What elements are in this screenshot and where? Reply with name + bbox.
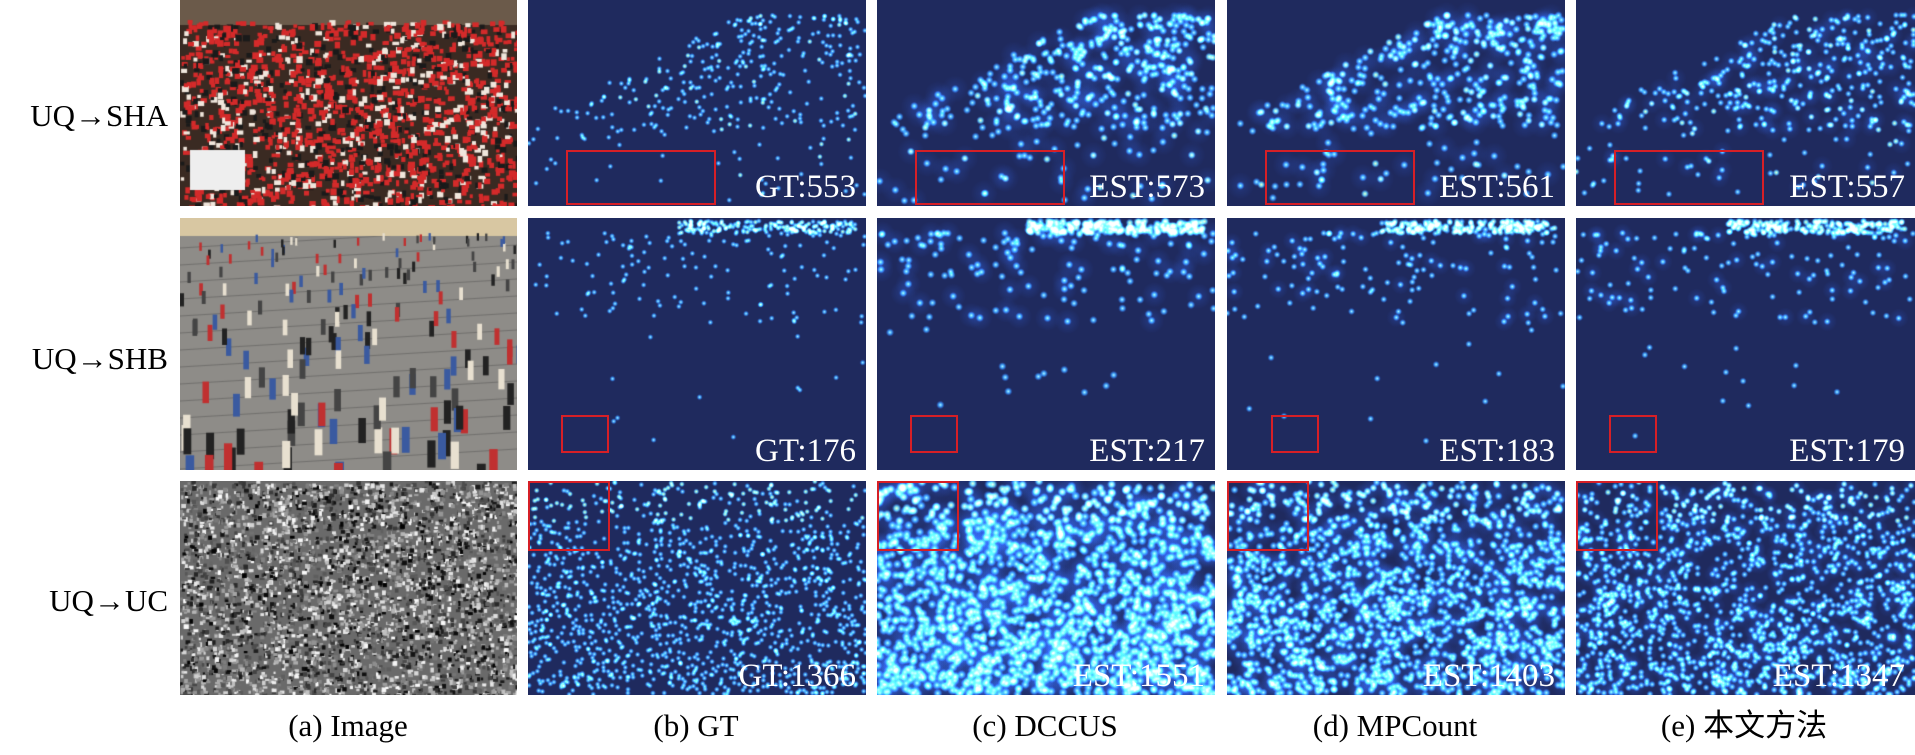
ours-count-uc: EST:1347 — [1772, 658, 1905, 694]
gt-map-sha: GT:553 — [528, 0, 866, 206]
dccus-count-uc: EST:1551 — [1072, 658, 1205, 694]
ours-count-shb: EST:179 — [1789, 433, 1905, 469]
highlight-box — [915, 150, 1065, 205]
mpcount-count-uc: EST:1403 — [1422, 658, 1555, 694]
dccus-map-sha: EST:573 — [877, 0, 1215, 206]
highlight-box — [1614, 150, 1764, 205]
image-shb — [180, 218, 517, 470]
highlight-box — [528, 481, 610, 551]
gt-count-shb: GT:176 — [754, 433, 856, 469]
dccus-map-shb: EST:217 — [877, 218, 1215, 470]
mpcount-count-shb: EST:183 — [1439, 433, 1555, 469]
caption-ours: (e) 本文方法 — [1660, 708, 1828, 743]
caption-dccus: (c) DCCUS — [972, 708, 1118, 743]
mpcount-count-sha: EST:561 — [1439, 169, 1555, 205]
row-label-shb: UQ→SHB — [31, 341, 168, 376]
gt-count-sha: GT:553 — [754, 169, 856, 205]
dccus-count-sha: EST:573 — [1089, 169, 1205, 205]
gt-map-uc: GT:1366 — [528, 481, 866, 695]
highlight-box — [1265, 150, 1415, 205]
caption-mpcount: (d) MPCount — [1312, 708, 1478, 743]
mpcount-map-sha: EST:561 — [1227, 0, 1565, 206]
mpcount-map-uc: EST:1403 — [1227, 481, 1565, 695]
image-sha — [180, 0, 517, 206]
image-uc — [180, 481, 517, 695]
gt-map-shb: GT:176 — [528, 218, 866, 470]
caption-gt: (b) GT — [653, 708, 739, 743]
ours-map-shb: EST:179 — [1576, 218, 1915, 470]
ours-map-uc: EST:1347 — [1576, 481, 1915, 695]
highlight-box — [561, 415, 609, 453]
highlight-box — [877, 481, 959, 551]
highlight-box — [910, 415, 958, 453]
highlight-box — [566, 150, 716, 205]
highlight-box — [1609, 415, 1657, 453]
dccus-count-shb: EST:217 — [1089, 433, 1205, 469]
ours-count-sha: EST:557 — [1789, 169, 1905, 205]
ours-map-sha: EST:557 — [1576, 0, 1915, 206]
row-label-sha: UQ→SHA — [30, 98, 168, 133]
caption-image: (a) Image — [288, 708, 408, 743]
gt-count-uc: GT:1366 — [738, 658, 856, 694]
row-label-uc: UQ→UC — [49, 583, 168, 618]
highlight-box — [1227, 481, 1309, 551]
mpcount-map-shb: EST:183 — [1227, 218, 1565, 470]
dccus-map-uc: EST:1551 — [877, 481, 1215, 695]
highlight-box — [1271, 415, 1319, 453]
highlight-box — [1576, 481, 1658, 551]
